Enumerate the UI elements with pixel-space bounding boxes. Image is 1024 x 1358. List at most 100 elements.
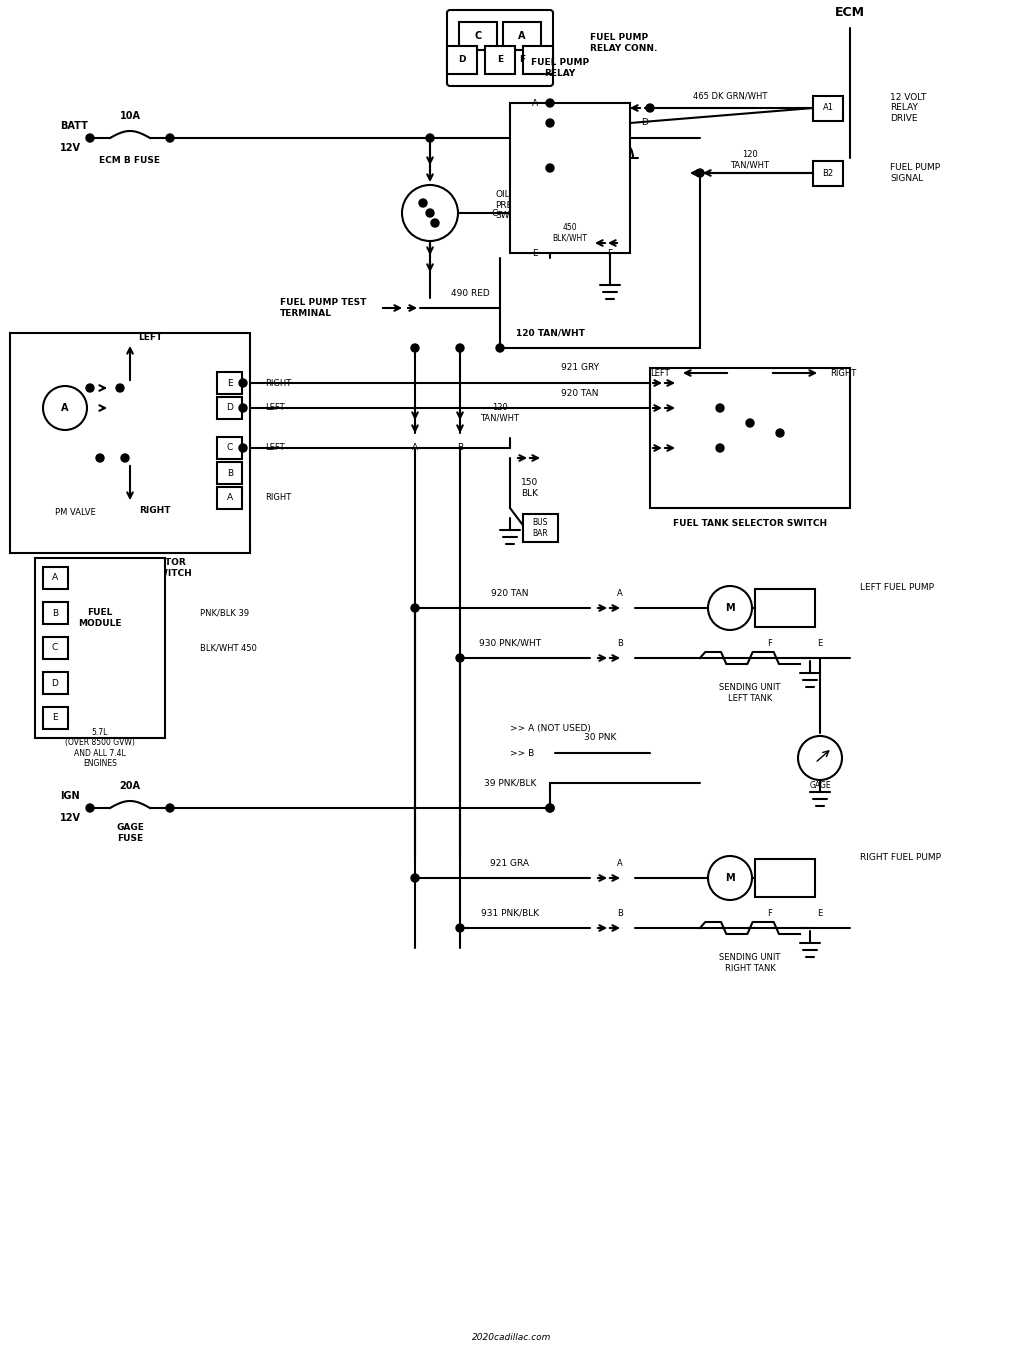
Text: RIGHT: RIGHT: [139, 507, 171, 516]
Text: GAGE: GAGE: [809, 781, 830, 790]
Circle shape: [419, 200, 427, 206]
Circle shape: [546, 804, 554, 812]
Text: A: A: [531, 99, 538, 107]
Text: 921 GRA: 921 GRA: [490, 858, 529, 868]
Text: 921 GRY: 921 GRY: [561, 364, 599, 372]
Circle shape: [456, 923, 464, 932]
Bar: [459, 22, 497, 50]
Text: SENDING UNIT
RIGHT TANK: SENDING UNIT RIGHT TANK: [719, 953, 780, 972]
Circle shape: [239, 379, 247, 387]
Text: F: F: [607, 249, 612, 258]
Bar: [510, 103, 630, 253]
Text: RIGHT: RIGHT: [265, 493, 291, 502]
Text: RIGHT FUEL PUMP: RIGHT FUEL PUMP: [860, 853, 941, 862]
Circle shape: [646, 105, 654, 111]
Text: C: C: [492, 209, 498, 217]
Circle shape: [411, 604, 419, 612]
Text: E: E: [227, 379, 232, 387]
Circle shape: [456, 655, 464, 661]
Circle shape: [426, 209, 434, 217]
Circle shape: [456, 344, 464, 352]
Circle shape: [121, 454, 129, 462]
Text: B: B: [227, 469, 233, 478]
Text: A: A: [617, 858, 623, 868]
Circle shape: [43, 386, 87, 430]
Bar: [522, 513, 557, 542]
Text: RIGHT: RIGHT: [830, 368, 856, 378]
Text: BUS
BAR: BUS BAR: [532, 519, 548, 538]
Text: 931 PNK/BLK: 931 PNK/BLK: [481, 909, 539, 918]
Text: F: F: [519, 56, 525, 64]
Text: A: A: [518, 31, 525, 41]
Text: 120 TAN/WHT: 120 TAN/WHT: [515, 329, 585, 338]
Text: C: C: [474, 31, 481, 41]
Circle shape: [776, 429, 784, 437]
Text: >> A (NOT USED): >> A (NOT USED): [510, 724, 591, 732]
Text: E: E: [817, 909, 822, 918]
Circle shape: [86, 804, 94, 812]
Circle shape: [798, 736, 842, 779]
Text: B: B: [457, 444, 463, 452]
Text: FUEL TANK SELECTOR
VALVE & METER SWITCH: FUEL TANK SELECTOR VALVE & METER SWITCH: [69, 558, 191, 577]
Text: M: M: [725, 603, 735, 612]
Bar: [10, 333, 250, 553]
Text: A1: A1: [822, 103, 834, 113]
Circle shape: [546, 120, 554, 128]
Text: FUEL PUMP TEST
TERMINAL: FUEL PUMP TEST TERMINAL: [280, 299, 367, 318]
Text: A: A: [61, 403, 69, 413]
Text: 440 ORN: 440 ORN: [528, 118, 572, 128]
Text: LEFT: LEFT: [265, 403, 285, 413]
Text: E: E: [497, 56, 503, 64]
Circle shape: [166, 134, 174, 143]
Bar: [755, 589, 815, 627]
Text: A: A: [412, 444, 418, 452]
Circle shape: [716, 403, 724, 411]
Text: PNK/BLK 39: PNK/BLK 39: [200, 608, 249, 618]
Circle shape: [116, 384, 124, 392]
Circle shape: [96, 454, 104, 462]
Text: LEFT FUEL PUMP: LEFT FUEL PUMP: [860, 584, 934, 592]
Circle shape: [708, 587, 752, 630]
Bar: [217, 372, 243, 394]
Bar: [35, 558, 165, 737]
Text: A: A: [617, 588, 623, 598]
Text: 12V: 12V: [60, 813, 81, 823]
Bar: [217, 462, 243, 483]
Circle shape: [546, 99, 554, 107]
Bar: [650, 368, 850, 508]
Bar: [755, 860, 815, 898]
Text: B2: B2: [822, 168, 834, 178]
Text: ECM: ECM: [835, 7, 865, 19]
Text: LEFT: LEFT: [265, 444, 285, 452]
Text: FUEL PUMP
RELAY: FUEL PUMP RELAY: [530, 58, 589, 77]
Text: E: E: [532, 249, 538, 258]
Text: SENDING UNIT
LEFT TANK: SENDING UNIT LEFT TANK: [719, 683, 780, 702]
Text: D: D: [51, 679, 58, 687]
Text: E: E: [52, 713, 57, 722]
Bar: [523, 46, 553, 73]
Circle shape: [546, 164, 554, 172]
Text: F: F: [768, 638, 772, 648]
Circle shape: [239, 444, 247, 452]
Text: 120
TAN/WHT: 120 TAN/WHT: [480, 403, 519, 422]
Circle shape: [708, 856, 752, 900]
Circle shape: [746, 420, 754, 426]
Bar: [35, 383, 120, 493]
Text: D: D: [459, 56, 466, 64]
Text: 930 PNK/WHT: 930 PNK/WHT: [479, 638, 541, 648]
FancyBboxPatch shape: [447, 10, 553, 86]
Circle shape: [431, 219, 439, 227]
Bar: [485, 46, 515, 73]
Circle shape: [716, 444, 724, 452]
Text: FUEL TANK SELECTOR SWITCH: FUEL TANK SELECTOR SWITCH: [673, 519, 827, 527]
Text: 30 PNK: 30 PNK: [584, 733, 616, 743]
Bar: [217, 437, 243, 459]
Text: LEFT: LEFT: [650, 368, 670, 378]
Text: OIL
PRESSURE
SWITCH: OIL PRESSURE SWITCH: [495, 190, 542, 220]
Circle shape: [411, 875, 419, 881]
Text: D: D: [642, 118, 648, 128]
Text: B: B: [52, 608, 58, 618]
Circle shape: [411, 344, 419, 352]
Bar: [43, 672, 68, 694]
Circle shape: [239, 403, 247, 411]
